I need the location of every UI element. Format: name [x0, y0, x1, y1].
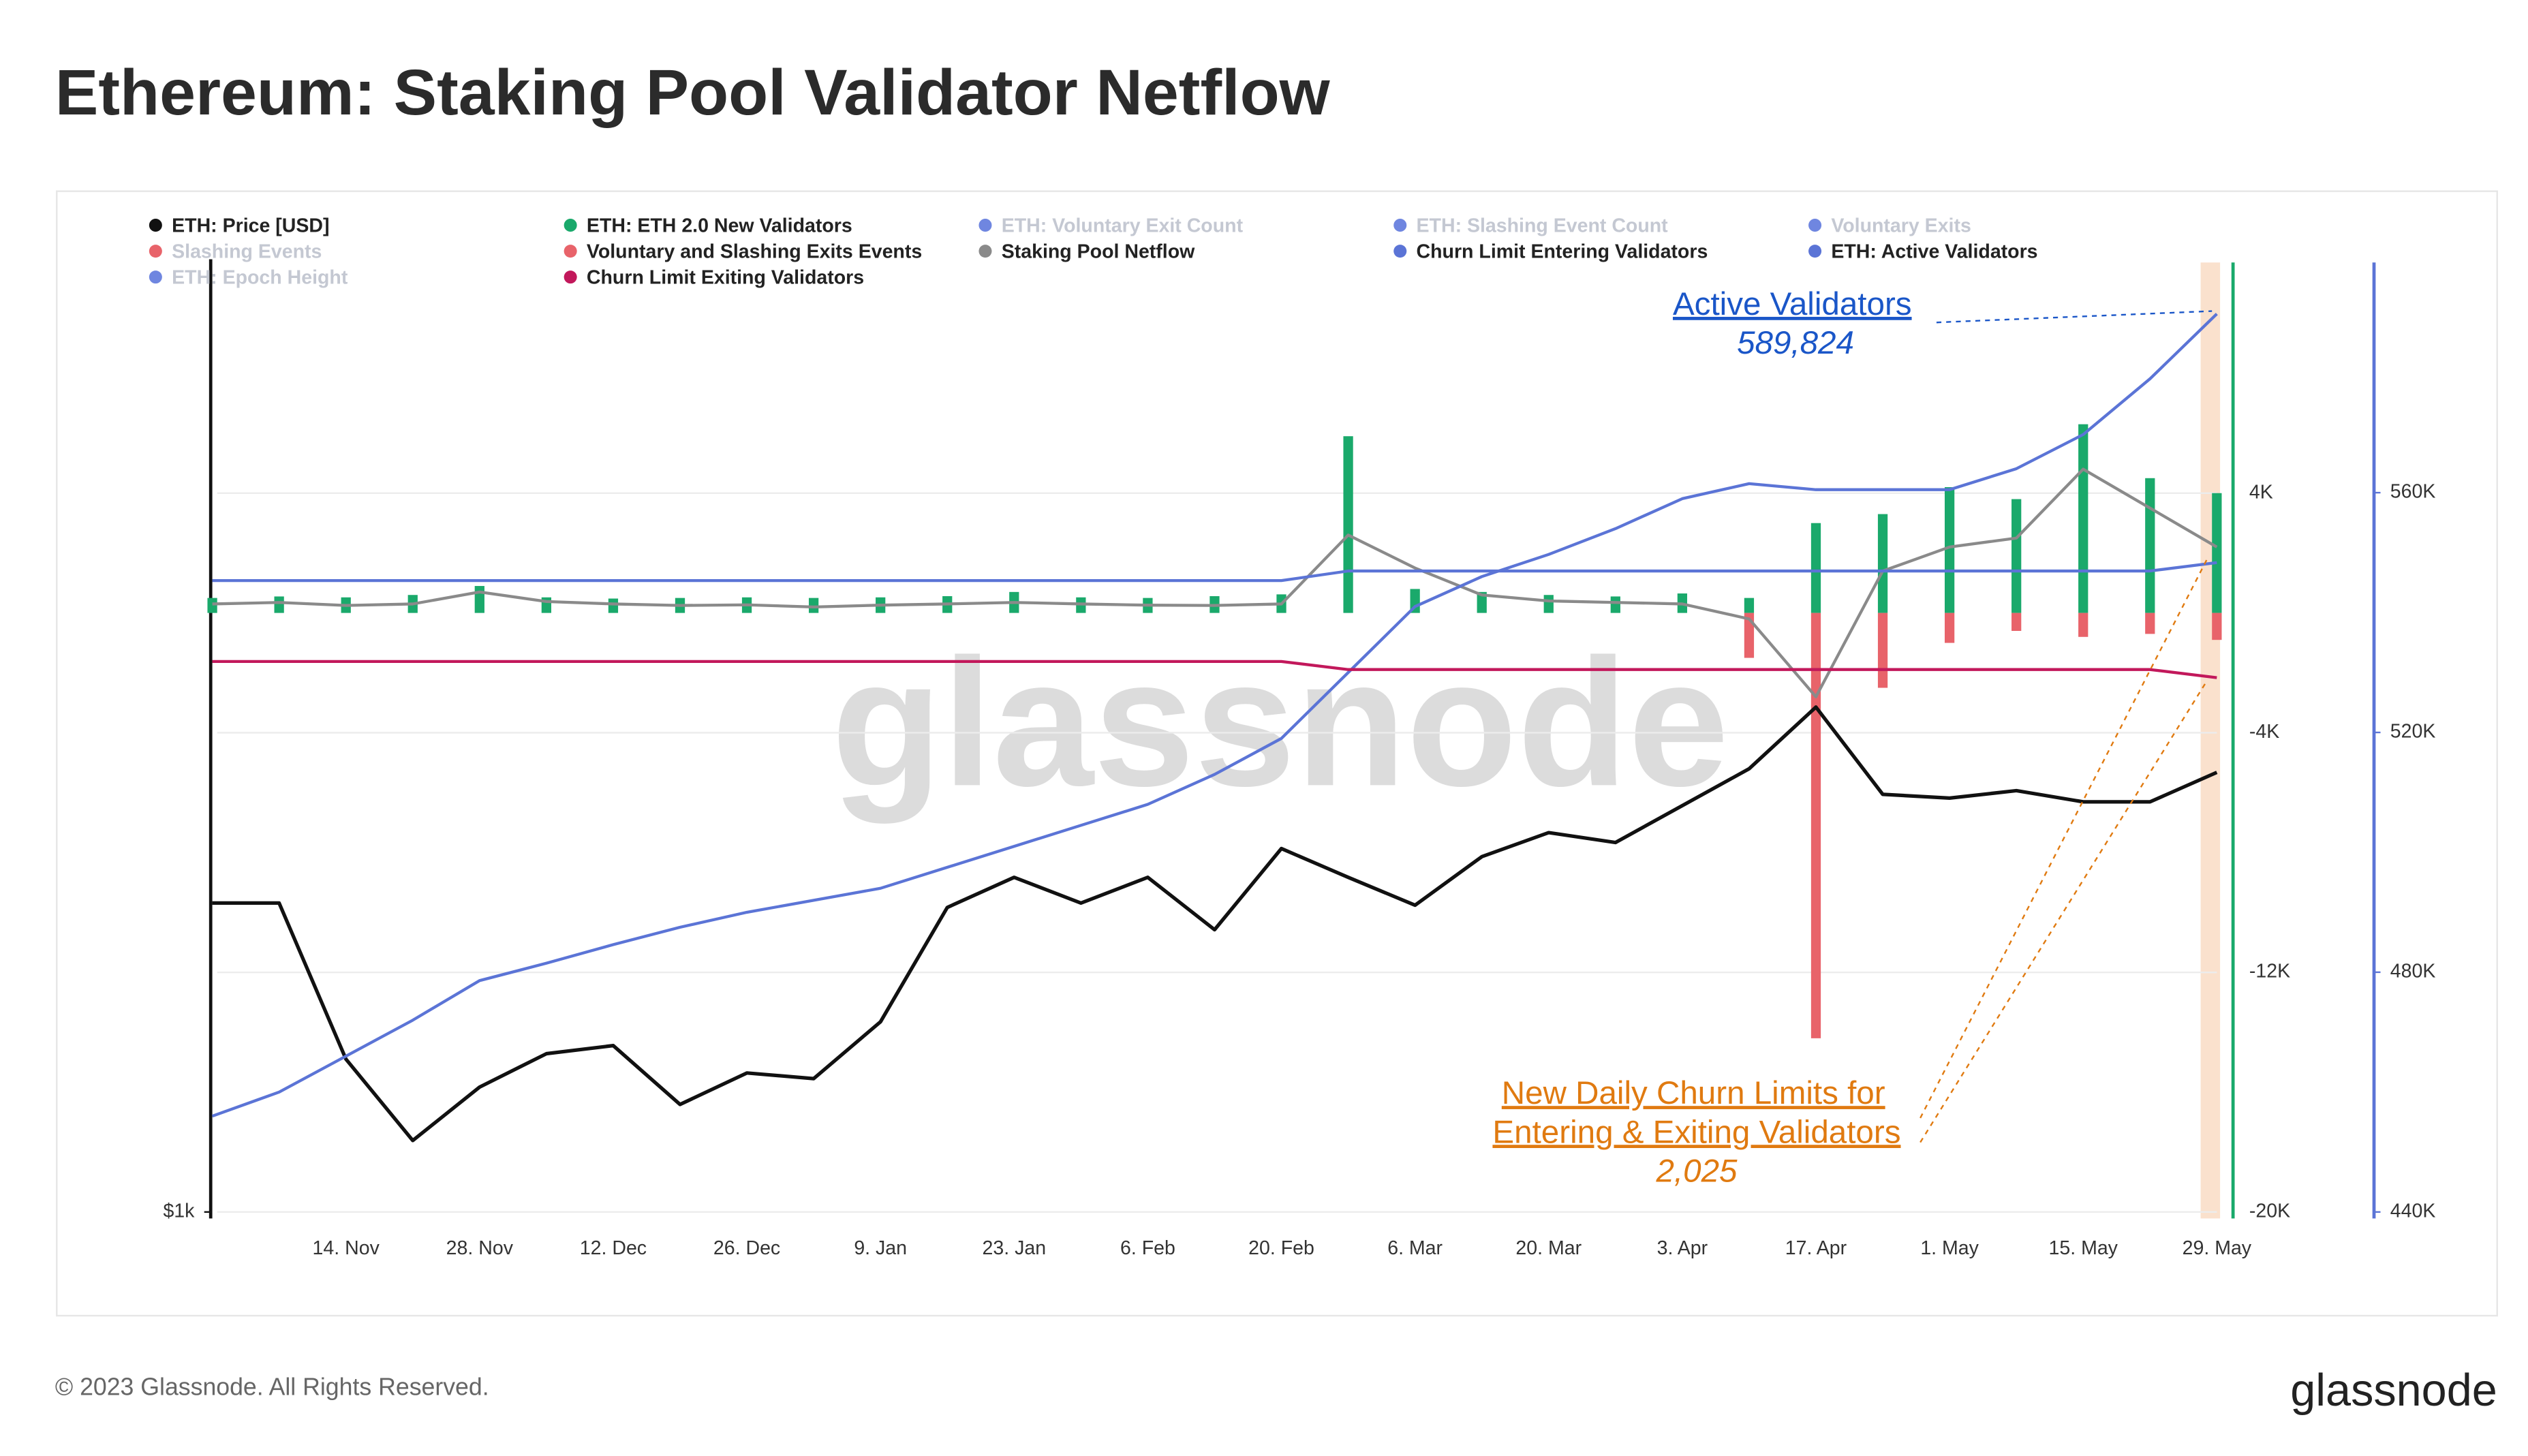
bar [2212, 493, 2222, 613]
legend-marker [149, 245, 162, 258]
bar [274, 596, 284, 613]
y-tick-label: $1k [163, 1200, 195, 1222]
x-tick-label: 6. Feb [1120, 1237, 1175, 1259]
x-tick-label: 17. Apr [1785, 1237, 1847, 1259]
bar [608, 598, 619, 613]
y2-tick-label: -20K [2249, 1200, 2290, 1222]
series-line [212, 561, 2217, 583]
bar [2212, 613, 2222, 640]
bar [2145, 478, 2155, 613]
annotation-leader [1920, 680, 2208, 1143]
legend-marker [1393, 219, 1407, 232]
bar [1944, 486, 1955, 613]
x-tick-label: 15. May [2049, 1237, 2118, 1259]
x-tick-label: 20. Mar [1515, 1237, 1582, 1259]
bar [1543, 595, 1554, 613]
x-tick-label: 14. Nov [313, 1237, 380, 1259]
bar [2011, 613, 2022, 631]
annotation-value: 2,025 [1655, 1153, 1738, 1189]
highlight-band [2200, 262, 2221, 1219]
bar [1944, 613, 1955, 643]
legend-label: Churn Limit Exiting Validators [587, 267, 864, 289]
legend-marker [149, 270, 162, 284]
bar [1744, 613, 1755, 658]
bar [474, 586, 484, 613]
x-tick-label: 3. Apr [1657, 1237, 1708, 1259]
legend-marker [564, 219, 577, 232]
legend-label: Churn Limit Entering Validators [1417, 241, 1708, 263]
x-tick-label: 28. Nov [446, 1237, 514, 1259]
bar [1877, 514, 1888, 613]
annotation-text: Active Validators [1673, 286, 1912, 322]
bar [1610, 596, 1620, 613]
x-tick-label: 12. Dec [580, 1237, 647, 1259]
legend-marker [978, 245, 992, 258]
x-tick-label: 6. Mar [1387, 1237, 1443, 1259]
bar [1477, 591, 1487, 613]
legend-label: ETH: Price [USD] [172, 215, 329, 236]
bar [207, 598, 217, 613]
annotation-text: New Daily Churn Limits for [1502, 1075, 1885, 1111]
legend-label: ETH: ETH 2.0 New Validators [587, 215, 852, 236]
copyright: © 2023 Glassnode. All Rights Reserved. [55, 1373, 489, 1400]
legend-label: Staking Pool Netflow [1002, 241, 1195, 263]
bar [2145, 613, 2155, 634]
bar [2078, 424, 2088, 613]
y3-tick-label: 480K [2390, 960, 2436, 982]
bar [1810, 613, 1821, 1038]
legend-marker [564, 245, 577, 258]
chart-title: Ethereum: Staking Pool Validator Netflow [55, 57, 1331, 129]
bar [1810, 523, 1821, 613]
bar [1744, 598, 1755, 613]
y3-tick-label: 560K [2390, 481, 2436, 503]
legend: ETH: Price [USD] ETH: ETH 2.0 New Validat… [149, 215, 2038, 289]
legend-marker [149, 219, 162, 232]
legend-label: ETH: Epoch Height [172, 267, 348, 289]
x-tick-label: 23. Jan [983, 1237, 1047, 1259]
legend-marker [564, 270, 577, 284]
bar [1877, 613, 1888, 688]
x-tick-label: 29. May [2183, 1237, 2252, 1259]
marks [207, 313, 2222, 1143]
series-line [211, 313, 2218, 1118]
plot-frame [56, 190, 2498, 1317]
legend-label: Voluntary Exits [1831, 215, 1971, 236]
y2-tick-label: -12K [2249, 961, 2290, 982]
y3-tick-label: 440K [2390, 1200, 2436, 1222]
legend-marker [1808, 245, 1822, 258]
annotation-value: 589,824 [1737, 325, 1854, 361]
legend-label: ETH: Slashing Event Count [1417, 215, 1669, 236]
logo: glassnode [2290, 1365, 2497, 1416]
legend-marker [1808, 219, 1822, 232]
legend-marker [978, 219, 992, 232]
legend-marker [1393, 245, 1407, 258]
bar [2011, 499, 2022, 613]
y3-tick-label: 520K [2390, 721, 2436, 743]
x-tick-label: 9. Jan [854, 1237, 907, 1259]
x-tick-label: 20. Feb [1248, 1237, 1314, 1259]
legend-label: ETH: Voluntary Exit Count [1002, 215, 1244, 236]
x-tick-label: 1. May [1920, 1237, 1979, 1259]
grid: $1k 4K -4K -12K -20K 560K 520K 480K 440K 14. Nov 2… [163, 481, 2435, 1259]
series-line [212, 705, 2218, 1143]
y2-tick-label: -4K [2249, 721, 2279, 743]
annotation-leader [1936, 310, 2213, 324]
y2-tick-label: 4K [2249, 481, 2273, 503]
annotation-text: Entering & Exiting Validators [1492, 1114, 1900, 1150]
legend-label: Voluntary and Slashing Exits Events [587, 241, 922, 263]
legend-label: Slashing Events [172, 241, 322, 263]
annotation-leader [1920, 558, 2208, 1119]
x-tick-label: 26. Dec [713, 1237, 780, 1259]
bar [1343, 436, 1353, 613]
watermark: glassnode [831, 621, 1729, 824]
bar [808, 598, 819, 613]
bar [2078, 613, 2088, 637]
legend-label: ETH: Active Validators [1831, 241, 2037, 263]
series-line [212, 660, 2217, 679]
